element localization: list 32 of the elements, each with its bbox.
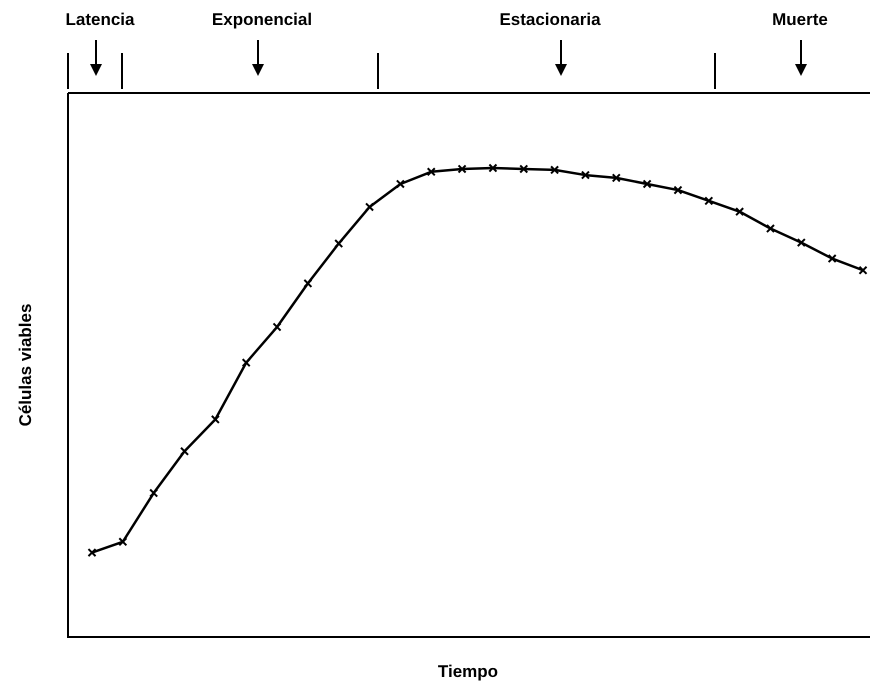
point [642,179,652,189]
point [396,179,405,189]
point [828,254,837,264]
text: Estacionaria [499,10,601,30]
point [612,173,621,182]
point [180,446,190,456]
point [673,186,682,195]
point [519,164,528,174]
point [550,165,560,174]
point [580,170,590,180]
point [118,537,128,546]
point [858,266,868,275]
point [766,224,776,234]
text: Muerte [772,10,828,30]
text: Latencia [66,10,134,30]
point [735,207,744,216]
point [272,322,282,332]
point [149,488,158,498]
point [458,164,467,174]
point [704,196,714,206]
point [242,358,251,368]
y-axis-title: Células viables [16,304,36,426]
text: Exponencial [212,10,312,30]
point [303,278,312,288]
point [365,202,374,212]
point [796,238,806,248]
point [87,548,97,558]
point [488,164,498,173]
point [210,414,220,424]
x-axis-title: Tiempo [438,662,498,682]
point [426,167,436,176]
point [334,239,344,248]
